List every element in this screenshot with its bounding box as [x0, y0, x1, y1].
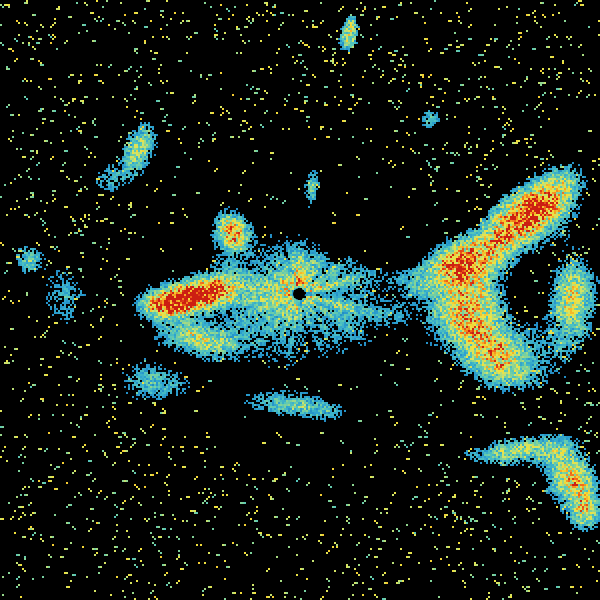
false-color-image-canvas	[0, 0, 600, 600]
figure-root: Diffuse false-color scattering halo with…	[0, 0, 600, 600]
